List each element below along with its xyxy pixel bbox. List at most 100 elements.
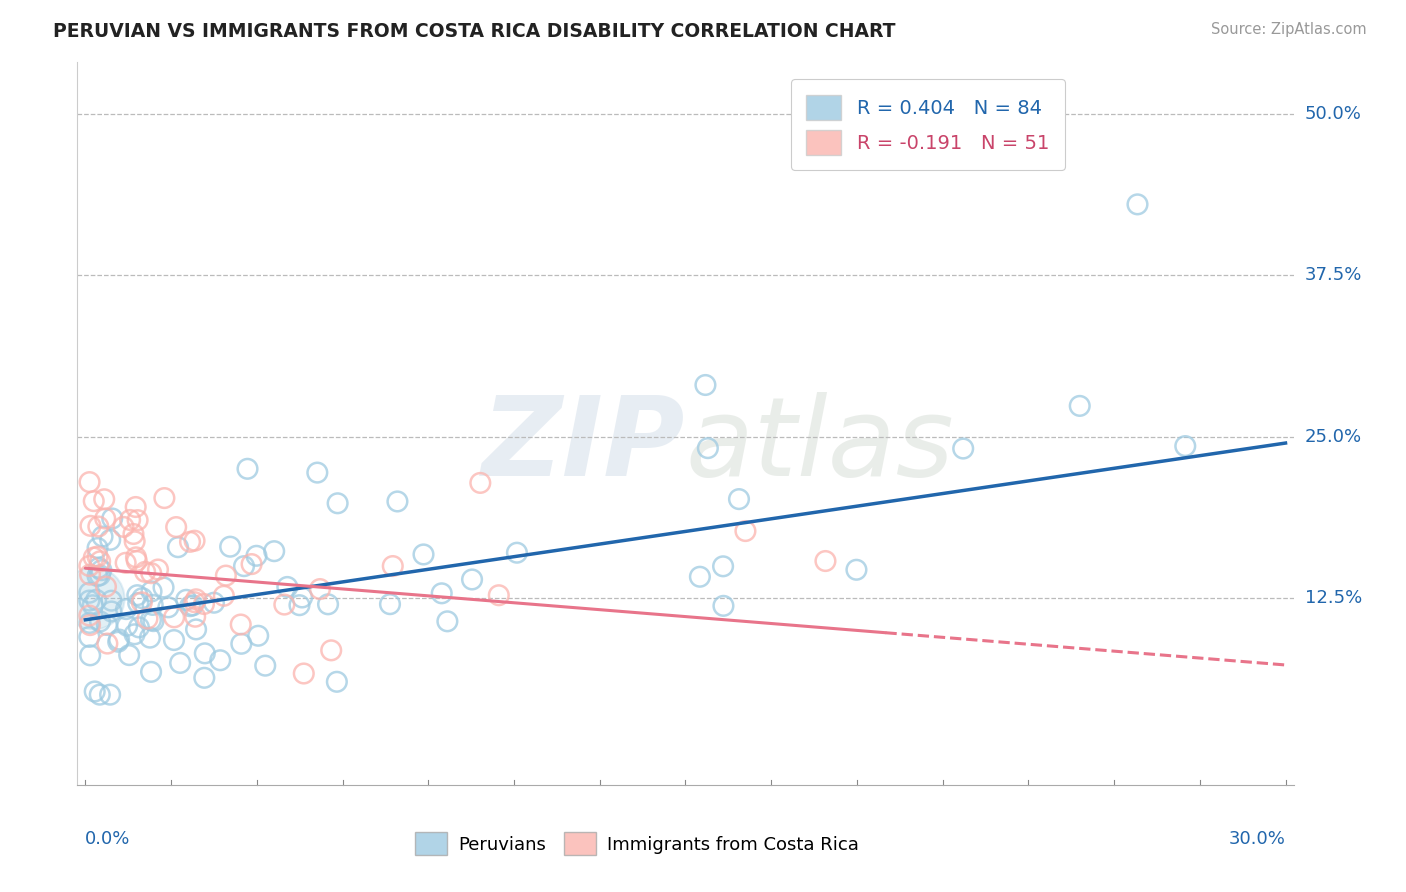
Point [142,598,165,612]
Point [115,619,138,633]
Point [139,613,162,627]
Point [181,599,204,613]
Point [212,589,235,603]
Point [79,519,101,533]
Point [120,513,142,527]
Text: 0.0%: 0.0% [86,830,131,848]
Text: 12.5%: 12.5% [1305,589,1362,607]
Point [153,491,176,505]
Point [122,527,145,541]
Point [118,648,141,662]
Point [236,462,259,476]
Point [83,550,105,565]
Point [125,550,148,565]
Point [326,496,349,510]
Point [488,588,510,602]
Point [711,559,734,574]
Point [247,629,270,643]
Point [79,559,101,574]
Point [1069,399,1091,413]
Point [734,524,756,538]
Point [79,586,101,600]
Point [101,511,124,525]
Point [107,634,129,648]
Point [79,630,101,644]
Point [254,658,277,673]
Point [139,631,162,645]
Point [229,617,252,632]
Point [112,520,135,534]
Point [184,609,207,624]
Point [108,632,131,647]
Point [696,441,718,455]
Point [79,593,101,607]
Point [82,599,104,613]
Point [87,519,110,533]
Point [91,529,114,543]
Point [179,599,201,614]
Point [194,646,217,660]
Point [98,533,121,547]
Point [183,533,205,548]
Point [89,615,111,629]
Text: ZIP: ZIP [482,392,686,499]
Point [87,561,110,575]
Point [412,548,434,562]
Text: PERUVIAN VS IMMIGRANTS FROM COSTA RICA DISABILITY CORRELATION CHART: PERUVIAN VS IMMIGRANTS FROM COSTA RICA D… [53,22,896,41]
Point [689,570,711,584]
Point [309,582,332,596]
Point [183,595,205,609]
Point [167,540,190,554]
Point [115,602,138,616]
Point [231,637,253,651]
Point [1174,439,1197,453]
Point [436,615,458,629]
Point [86,541,108,555]
Point [273,598,295,612]
Text: 25.0%: 25.0% [1305,427,1362,446]
Point [184,623,207,637]
Point [89,554,111,568]
Point [96,618,118,632]
Point [79,608,101,623]
Point [240,557,263,571]
Point [157,600,180,615]
Point [128,620,150,634]
Text: 37.5%: 37.5% [1305,267,1362,285]
Point [193,671,215,685]
Point [728,492,751,507]
Point [233,559,256,574]
Point [163,633,186,648]
Point [139,665,162,679]
Point [378,597,401,611]
Point [387,494,409,508]
Point [79,475,101,489]
Point [506,546,529,560]
Point [100,605,122,619]
Point [127,513,149,527]
Point [79,567,101,582]
Point [125,554,148,568]
Point [146,562,169,576]
Point [219,540,242,554]
Point [124,627,146,641]
Point [321,643,343,657]
Point [845,563,868,577]
Point [163,610,186,624]
Point [307,466,329,480]
Point [184,592,207,607]
Point [263,544,285,558]
Point [141,584,163,599]
Point [86,569,108,583]
Point [90,563,112,577]
Point [193,597,215,611]
Point [100,593,122,607]
Point [96,636,118,650]
Point [179,534,201,549]
Point [79,648,101,663]
Point [124,534,146,549]
Point [134,565,156,579]
Point [430,586,453,600]
Text: 50.0%: 50.0% [1305,105,1361,123]
Point [169,656,191,670]
